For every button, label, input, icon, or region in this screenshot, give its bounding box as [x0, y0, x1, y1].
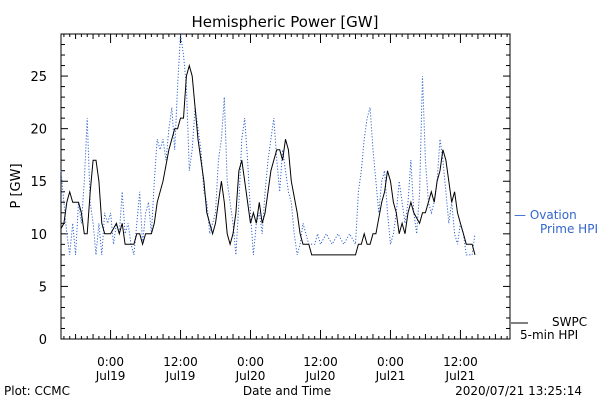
x-tick-label-date: Jul19	[95, 369, 126, 383]
footer-timestamp: 2020/07/21 13:25:14	[455, 384, 582, 398]
x-axis: 0:00Jul1912:00Jul190:00Jul2012:00Jul200:…	[63, 34, 508, 383]
footer-plot-credit: Plot: CCMC	[4, 384, 70, 398]
x-tick-label-time: 0:00	[97, 355, 124, 369]
y-tick-label: 25	[30, 70, 47, 85]
series-swpc-line	[60, 63, 476, 256]
series-ovation-prime-line	[60, 33, 476, 256]
chart-title: Hemispheric Power [GW]	[192, 13, 379, 31]
plot-area	[60, 33, 476, 256]
x-tick-label-date: Jul21	[375, 369, 406, 383]
x-tick-label-time: 0:00	[237, 355, 264, 369]
y-tick-label: 15	[30, 175, 47, 190]
x-tick-label-date: Jul20	[235, 369, 266, 383]
x-tick-label-time: 0:00	[377, 355, 404, 369]
legend-swpc-line2: 5-min HPI	[520, 328, 578, 342]
x-tick-label-time: 12:00	[443, 355, 478, 369]
x-tick-label-time: 12:00	[163, 355, 198, 369]
y-axis: 0 5 10 15 20 25	[30, 33, 510, 348]
legend-ovation-line1: — Ovation	[514, 208, 577, 222]
y-tick-label: 10	[30, 228, 47, 243]
x-tick-label-date: Jul19	[165, 369, 196, 383]
x-tick-label-date: Jul21	[445, 369, 476, 383]
x-tick-label-time: 12:00	[303, 355, 338, 369]
y-tick-label: 5	[39, 280, 47, 295]
legend-swpc-line1: SWPC	[552, 315, 587, 329]
y-tick-label: 0	[39, 333, 47, 348]
x-tick-label-date: Jul20	[305, 369, 336, 383]
legend: — Ovation Prime HPI SWPC 5-min HPI	[511, 208, 598, 342]
x-axis-label: Date and Time	[243, 384, 331, 398]
y-tick-label: 20	[30, 123, 47, 138]
plot-frame	[60, 33, 511, 340]
legend-ovation-line2: Prime HPI	[540, 222, 598, 236]
y-axis-label: P [GW]	[9, 163, 24, 208]
